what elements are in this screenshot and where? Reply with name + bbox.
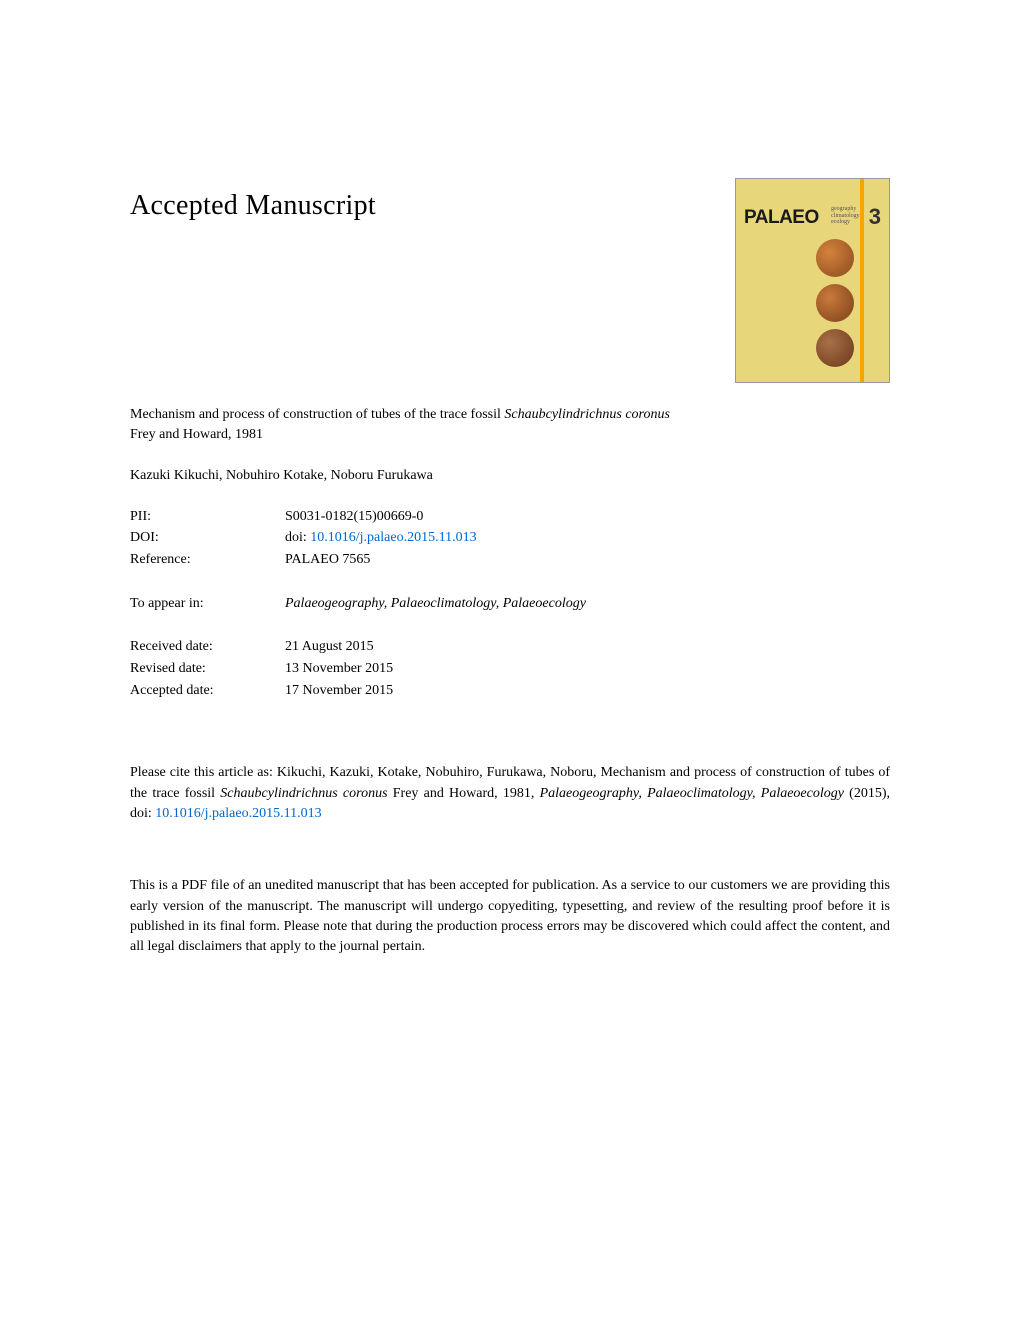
cover-globe-icon (816, 329, 854, 367)
meta-label: Reference: (130, 549, 285, 571)
meta-row-appear: To appear in: Palaeogeography, Palaeocli… (130, 593, 890, 615)
meta-label: Accepted date: (130, 680, 285, 702)
meta-value: PALAEO 7565 (285, 549, 890, 571)
cite-journal-name: Palaeogeography, Palaeoclimatology, Pala… (540, 786, 844, 801)
metadata-dates: Received date: 21 August 2015 Revised da… (130, 636, 890, 701)
meta-label: To appear in: (130, 593, 285, 615)
doi-link[interactable]: 10.1016/j.palaeo.2015.11.013 (310, 530, 476, 545)
title-suffix: Frey and Howard, 1981 (130, 427, 263, 442)
meta-value: 17 November 2015 (285, 680, 890, 702)
cover-journal-name: PALAEO (744, 207, 819, 229)
page-heading: Accepted Manuscript (130, 190, 376, 222)
meta-row-pii: PII: S0031-0182(15)00669-0 (130, 506, 890, 528)
cover-volume-number: 3 (869, 204, 881, 230)
metadata-appear: To appear in: Palaeogeography, Palaeocli… (130, 593, 890, 615)
meta-value: 13 November 2015 (285, 658, 890, 680)
title-prefix: Mechanism and process of construction of… (130, 407, 504, 422)
meta-row-revised: Revised date: 13 November 2015 (130, 658, 890, 680)
meta-label: Revised date: (130, 658, 285, 680)
manuscript-title: Mechanism and process of construction of… (130, 405, 670, 446)
cover-globe-icon (816, 239, 854, 277)
meta-row-doi: DOI: doi: 10.1016/j.palaeo.2015.11.013 (130, 527, 890, 549)
meta-value: doi: 10.1016/j.palaeo.2015.11.013 (285, 527, 890, 549)
cite-mid: Frey and Howard, 1981, (388, 786, 540, 801)
meta-label: PII: (130, 506, 285, 528)
doi-prefix: doi: (285, 530, 310, 545)
cover-subtext-line: climatology (831, 213, 860, 220)
meta-row-accepted: Accepted date: 17 November 2015 (130, 680, 890, 702)
meta-row-reference: Reference: PALAEO 7565 (130, 549, 890, 571)
cover-globe-icon (816, 284, 854, 322)
cover-stripe (860, 179, 864, 382)
meta-label: Received date: (130, 636, 285, 658)
metadata-table: PII: S0031-0182(15)00669-0 DOI: doi: 10.… (130, 506, 890, 571)
author-list: Kazuki Kikuchi, Nobuhiro Kotake, Noboru … (130, 468, 890, 484)
journal-cover-thumbnail: PALAEO geography climatology ecology 3 (735, 178, 890, 383)
cover-subtext: geography climatology ecology (831, 206, 860, 226)
citation-block: Please cite this article as: Kikuchi, Ka… (130, 763, 890, 824)
meta-value: S0031-0182(15)00669-0 (285, 506, 890, 528)
meta-label: DOI: (130, 527, 285, 549)
cover-subtext-line: ecology (831, 219, 860, 226)
meta-value-journal: Palaeogeography, Palaeoclimatology, Pala… (285, 593, 890, 615)
meta-value: 21 August 2015 (285, 636, 890, 658)
cite-doi-link[interactable]: 10.1016/j.palaeo.2015.11.013 (155, 806, 321, 821)
cover-subtext-line: geography (831, 206, 860, 213)
cite-species-name: Schaubcylindrichnus coronus (220, 786, 387, 801)
title-species-name: Schaubcylindrichnus coronus (504, 407, 670, 422)
meta-row-received: Received date: 21 August 2015 (130, 636, 890, 658)
disclaimer-text: This is a PDF file of an unedited manusc… (130, 876, 890, 957)
